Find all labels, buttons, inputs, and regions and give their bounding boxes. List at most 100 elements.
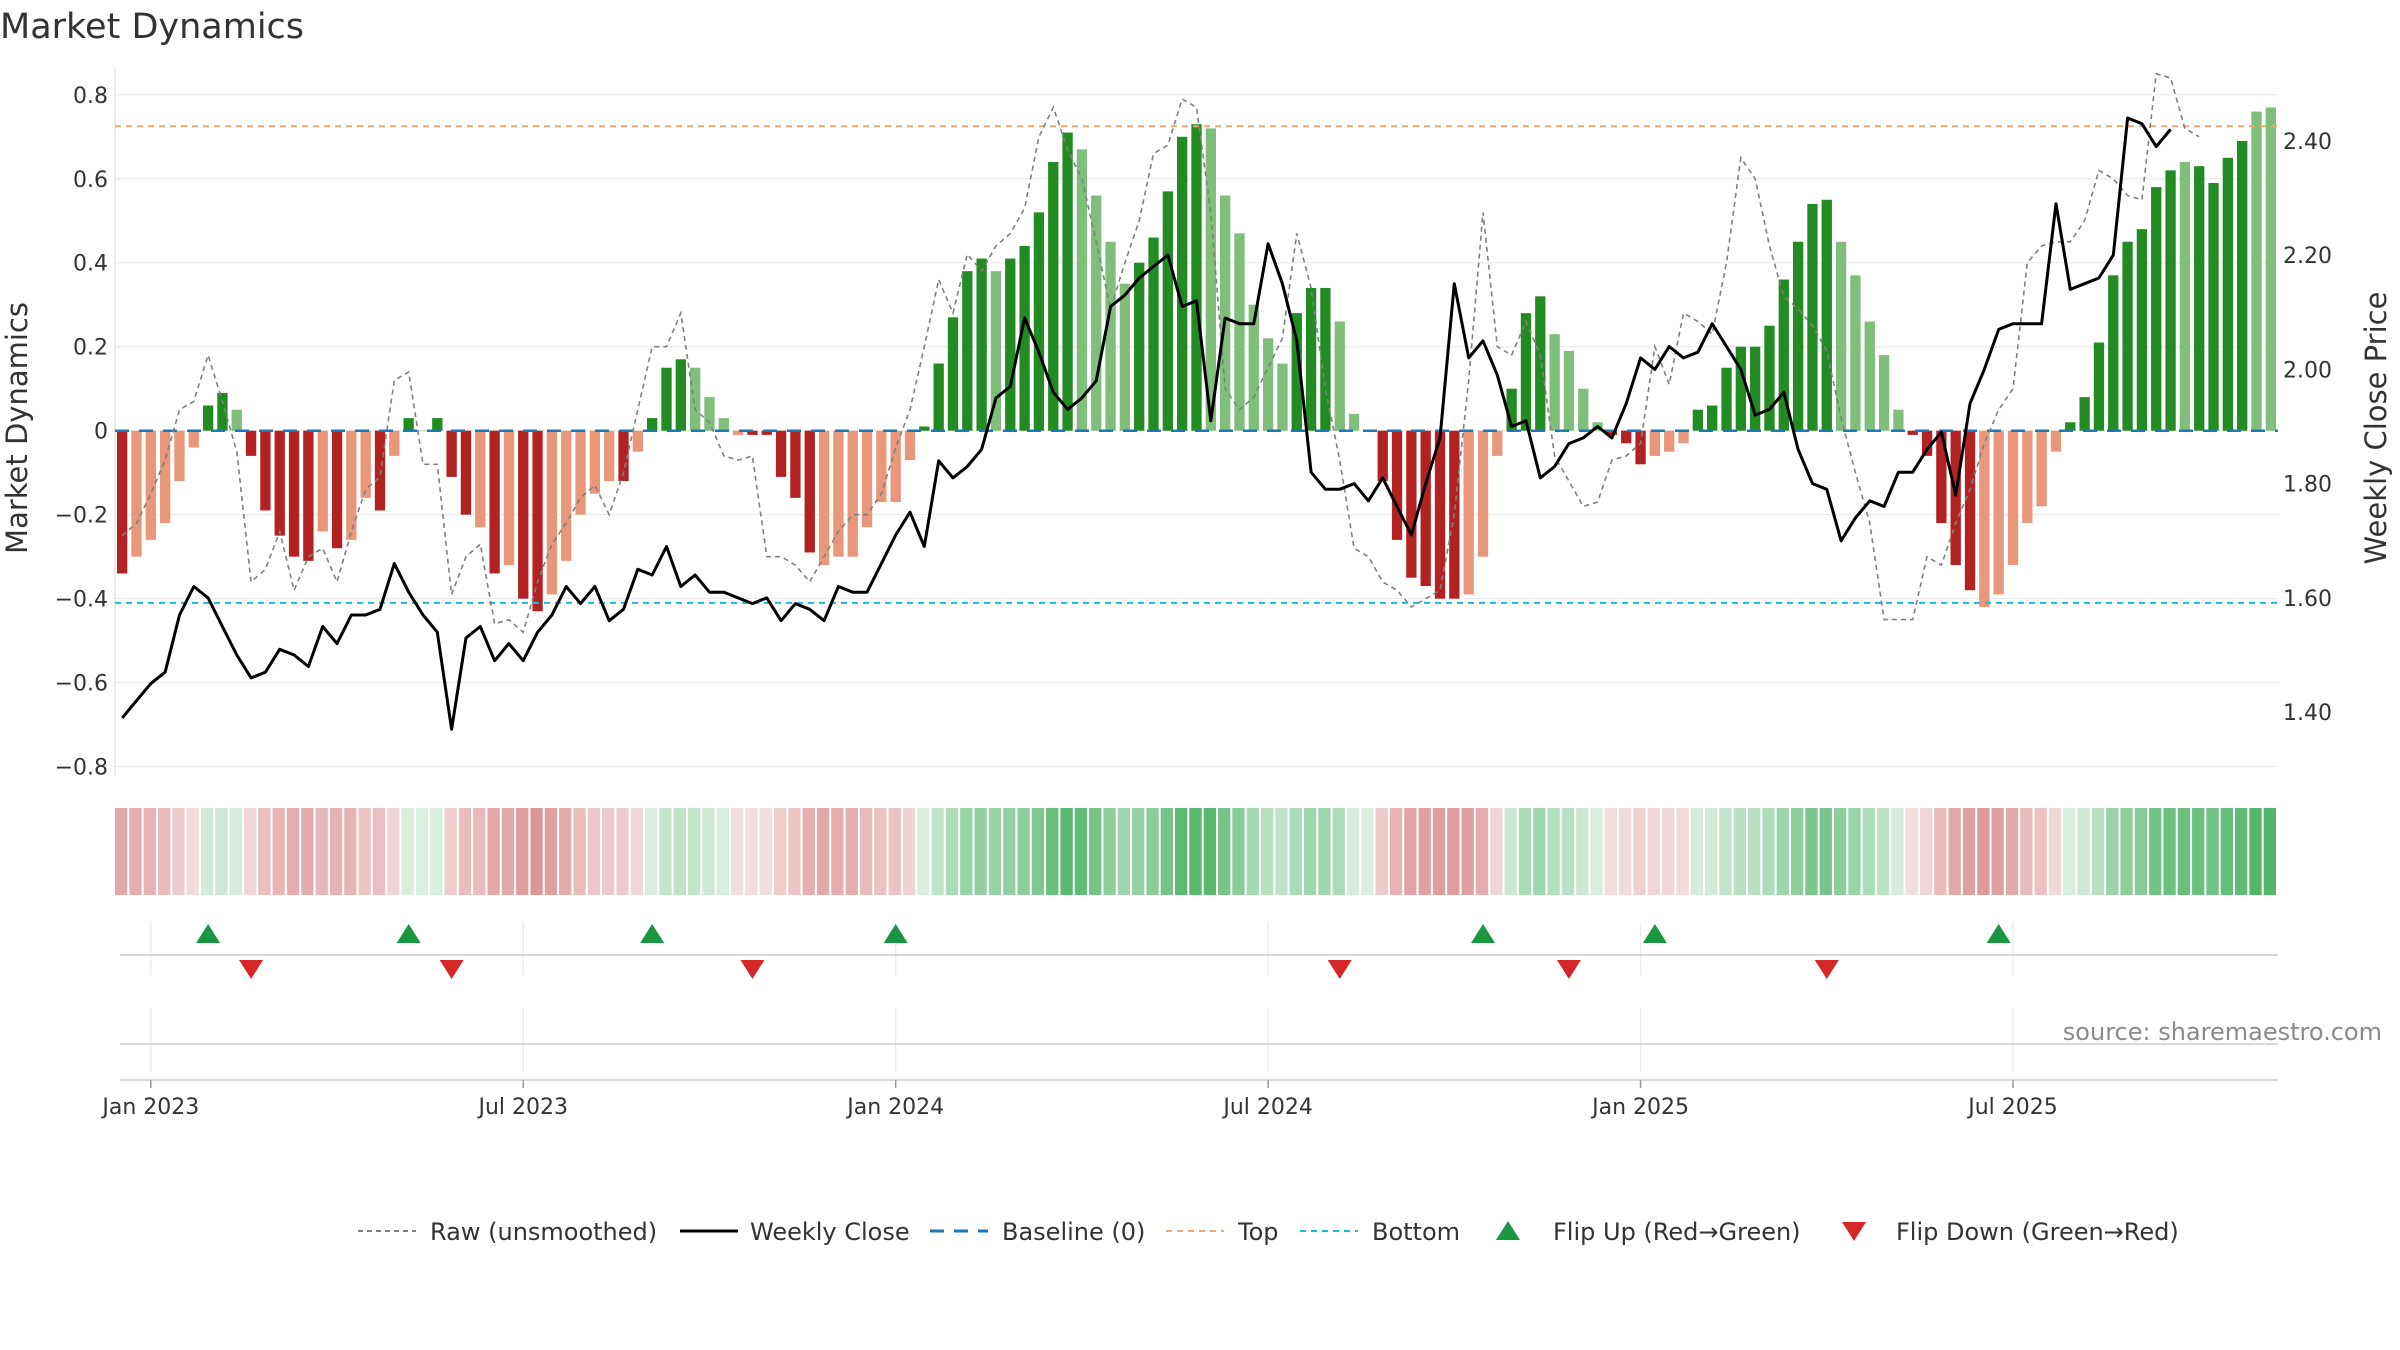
heatmap-cell bbox=[1189, 808, 1202, 895]
heatmap-cell bbox=[917, 808, 930, 895]
bar bbox=[775, 430, 787, 477]
heatmap-cell bbox=[1031, 808, 1045, 895]
bar bbox=[704, 397, 715, 431]
bar bbox=[1907, 430, 1918, 435]
heatmap-cell bbox=[1962, 808, 1976, 895]
heatmap-cell bbox=[430, 808, 443, 895]
bar bbox=[1792, 241, 1804, 431]
heatmap-cell bbox=[157, 808, 171, 895]
legend-label: Weekly Close bbox=[750, 1218, 910, 1246]
heatmap-cell bbox=[1619, 808, 1632, 895]
empty-panel bbox=[120, 1008, 2278, 1072]
bar bbox=[231, 409, 242, 431]
bar bbox=[1749, 346, 1761, 431]
bar bbox=[890, 430, 901, 503]
heatmap-cell bbox=[2206, 808, 2219, 895]
flip-down-marker bbox=[1814, 960, 1839, 979]
bar bbox=[876, 430, 887, 503]
bar bbox=[2079, 397, 2090, 431]
heatmap-cell bbox=[1733, 808, 1746, 895]
heatmap-cell bbox=[2120, 808, 2133, 895]
flip-down-marker bbox=[740, 960, 765, 979]
bar bbox=[460, 430, 472, 515]
legend-item: Flip Up (Red→Green) bbox=[1496, 1218, 1801, 1246]
bar bbox=[1606, 430, 1618, 435]
heatmap-cell bbox=[1432, 808, 1446, 895]
heatmap-cell bbox=[2220, 808, 2234, 895]
bar bbox=[303, 430, 314, 561]
heatmap-cell bbox=[1074, 808, 1088, 895]
right-tick-label: 2.40 bbox=[2283, 130, 2332, 155]
heatmap-cell bbox=[988, 808, 1002, 895]
heatmap-cell bbox=[2192, 808, 2205, 895]
bar bbox=[2237, 140, 2248, 431]
bar bbox=[2179, 161, 2191, 431]
heatmap-cell bbox=[1103, 808, 1116, 895]
bar bbox=[346, 430, 357, 540]
legend-swatch-flip-down bbox=[1842, 1222, 1866, 1241]
left-axis-ticks: −0.8 −0.6 −0.4 −0.2 0 0.2 0.4 0.6 0.8 bbox=[55, 84, 108, 781]
heatmap-cell bbox=[544, 808, 558, 895]
heatmap-cell bbox=[1203, 808, 1216, 895]
heatmap-cell bbox=[673, 808, 686, 895]
left-tick-label: 0 bbox=[94, 420, 108, 445]
heatmap-cell bbox=[186, 808, 199, 895]
heatmap-cell bbox=[315, 808, 328, 895]
bar bbox=[647, 418, 658, 431]
heatmap-cell bbox=[859, 808, 873, 895]
x-tick-label: Jan 2024 bbox=[845, 1095, 944, 1120]
flip-down-marker bbox=[1556, 960, 1581, 979]
heatmap-cell bbox=[2005, 808, 2019, 895]
chart-title: Market Dynamics bbox=[0, 7, 304, 47]
bar bbox=[761, 430, 772, 435]
flip-up-marker bbox=[396, 924, 421, 943]
bar bbox=[432, 418, 443, 431]
bar bbox=[732, 430, 744, 435]
heatmap-cell bbox=[2149, 808, 2162, 895]
bar bbox=[389, 430, 400, 456]
heatmap-cell bbox=[1332, 808, 1345, 895]
legend-item: Weekly Close bbox=[680, 1218, 910, 1246]
heatmap-cell bbox=[387, 808, 400, 895]
right-tick-label: 2.00 bbox=[2283, 358, 2332, 383]
legend-swatch-flip-up bbox=[1496, 1221, 1520, 1240]
heatmap-cell bbox=[974, 808, 987, 895]
bar bbox=[1334, 321, 1345, 431]
bar bbox=[2136, 229, 2148, 431]
bar bbox=[1377, 430, 1388, 482]
heatmap-cell bbox=[2163, 808, 2176, 895]
bar bbox=[174, 430, 185, 482]
heatmap-cell bbox=[1447, 808, 1460, 895]
bar bbox=[1262, 338, 1274, 431]
bar bbox=[1048, 161, 1059, 431]
heatmap-cell bbox=[559, 808, 572, 895]
heatmap-cell bbox=[1762, 808, 1775, 895]
bar bbox=[1005, 258, 1016, 431]
heatmap-cell bbox=[902, 808, 916, 895]
bar bbox=[675, 359, 686, 431]
heatmap-cell bbox=[1676, 808, 1689, 895]
bar bbox=[1148, 237, 1159, 431]
main-lines bbox=[115, 72, 2278, 731]
bar bbox=[2265, 107, 2276, 431]
bar bbox=[2007, 430, 2019, 566]
heatmap-cell bbox=[530, 808, 543, 895]
bar bbox=[245, 430, 257, 456]
bar bbox=[503, 430, 515, 566]
heatmap-cell bbox=[1318, 808, 1331, 895]
legend-label: Bottom bbox=[1372, 1218, 1460, 1246]
bar bbox=[260, 430, 271, 511]
left-tick-label: 0.2 bbox=[73, 336, 108, 361]
heatmap-cell bbox=[2077, 808, 2090, 895]
bar bbox=[947, 317, 959, 431]
bar bbox=[718, 418, 729, 431]
bar bbox=[1019, 245, 1030, 431]
heatmap-cell bbox=[716, 808, 729, 895]
heatmap-cell bbox=[687, 808, 701, 895]
heatmap-cell bbox=[1275, 808, 1288, 895]
heatmap-cell bbox=[888, 808, 901, 895]
heatmap-cell bbox=[344, 808, 357, 895]
heatmap-cell bbox=[1132, 808, 1145, 895]
bar bbox=[976, 258, 987, 431]
heatmap-cell bbox=[1146, 808, 1159, 895]
